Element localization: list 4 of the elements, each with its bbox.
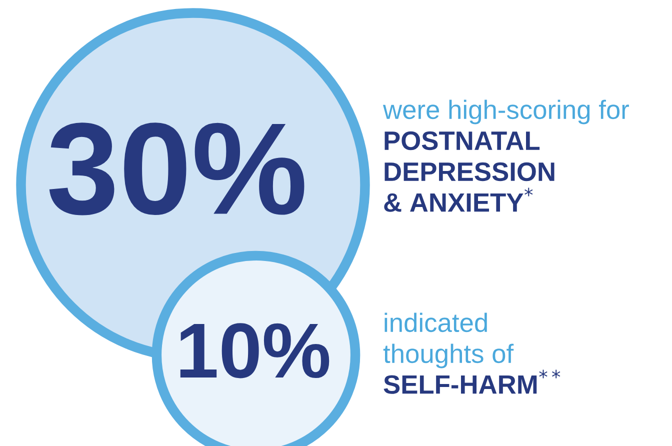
data-label: 10% [180,323,330,378]
data-label: 30% [49,122,304,216]
category-label: indicated thoughts of SELF-HARM$^{**}$ [383,312,560,394]
category-label: were high-scoring for POSTNATAL DEPRESSION & ANXIETY$^{*}$ [382,100,629,212]
